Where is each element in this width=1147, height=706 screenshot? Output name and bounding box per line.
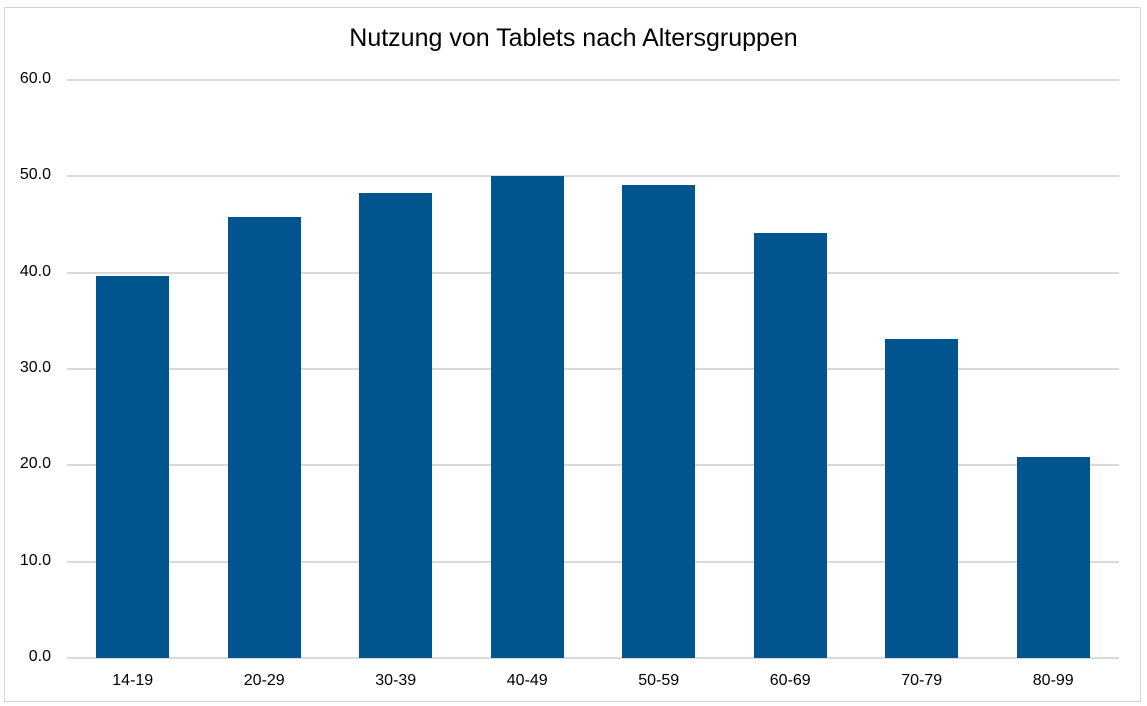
x-tick-label: 60-69 [769,672,811,689]
bar-40-49 [490,176,564,658]
x-tick-label: 80-99 [1032,672,1074,689]
gridline [67,657,1119,659]
y-tick-label: 60.0 [19,70,51,87]
y-tick-label: 0.0 [28,648,51,665]
x-tick-label: 50-59 [638,672,680,689]
bar-50-59 [622,185,696,658]
x-tick-label: 14-19 [112,672,154,689]
y-tick-label: 20.0 [19,455,51,473]
x-tick-label: 40-49 [506,672,548,689]
gridline [67,560,1119,563]
y-tick-label: 30.0 [19,359,51,376]
gridline [67,175,1119,178]
bar-60-69 [753,233,827,658]
gridline [67,271,1119,274]
x-tick-label: 30-39 [375,672,417,689]
bar-30-39 [359,192,433,658]
y-tick-label: 10.0 [19,551,51,569]
bar-14-19 [96,275,170,658]
bar-70-79 [885,339,959,658]
x-tick-label: 70-79 [901,672,943,689]
gridline [67,79,1119,81]
bar-20-29 [227,216,301,658]
x-tick-label: 20-29 [243,672,285,689]
gridline [67,464,1119,467]
y-tick-label: 50.0 [19,166,51,184]
gridline [67,368,1119,370]
chart-title: Nutzung von Tablets nach Altersgruppen [349,24,798,52]
plot-area: 0.0 10.0 20.0 30.0 40.0 50.0 60.0 14-19 20-29 30-… [20,70,1119,689]
y-tick-label: 40.0 [19,262,51,280]
bar-80-99 [1016,456,1090,658]
